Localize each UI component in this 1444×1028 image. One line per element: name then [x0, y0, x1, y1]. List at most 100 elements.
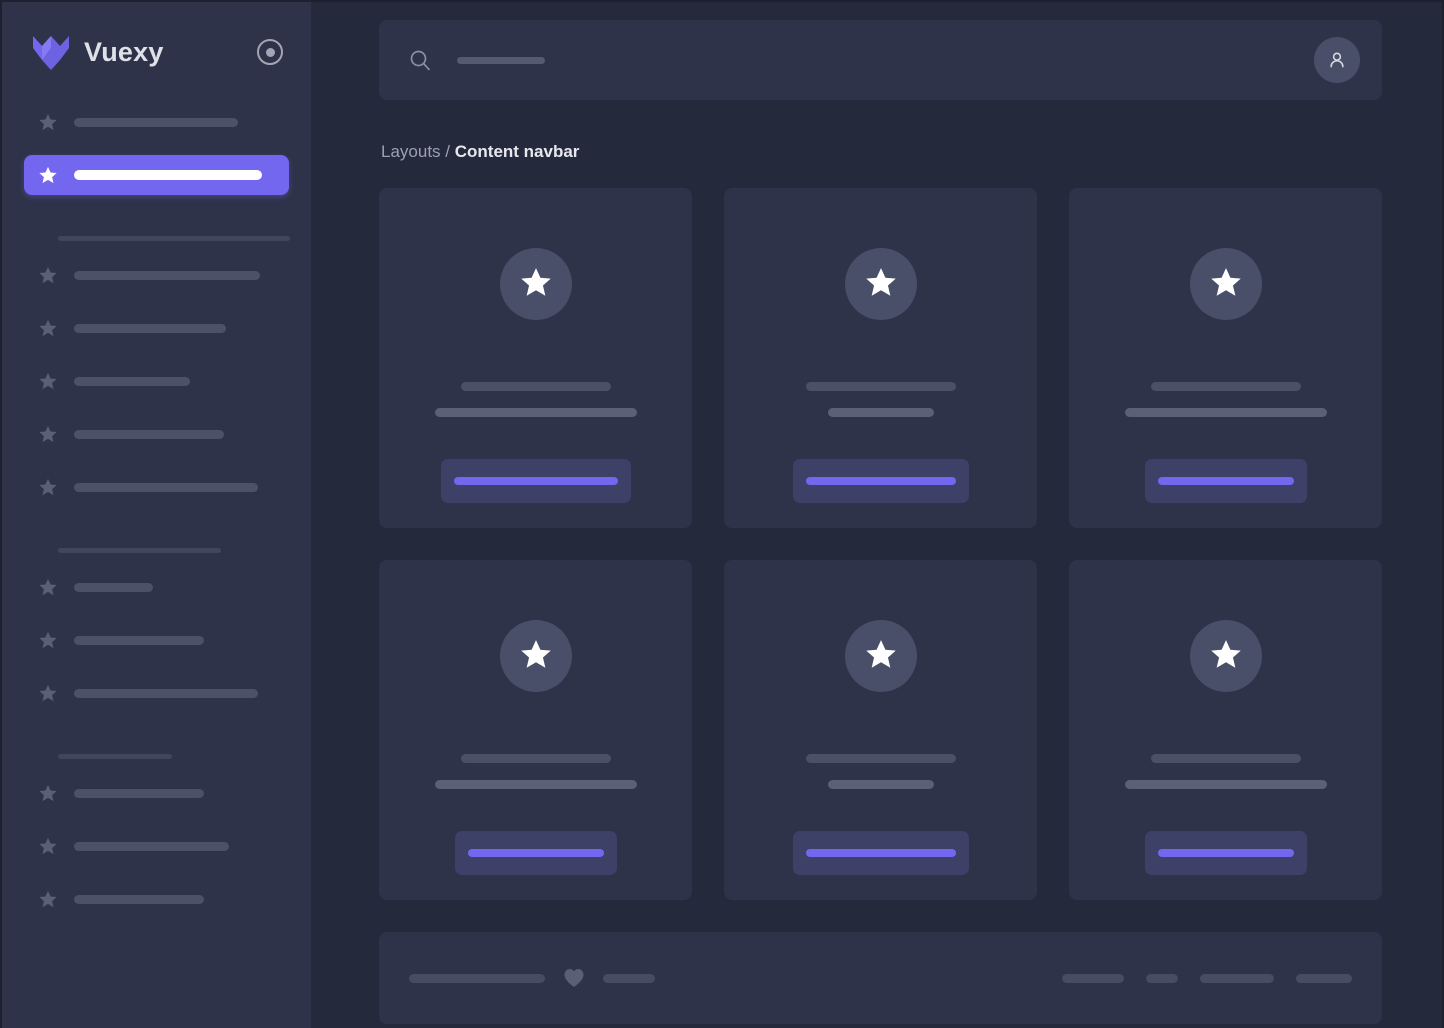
sidebar-item-label [74, 788, 204, 798]
footer-link[interactable] [1296, 973, 1352, 983]
sidebar-item[interactable] [24, 673, 289, 713]
card-subtitle-bar [827, 408, 934, 417]
card-avatar [1189, 620, 1262, 692]
content-card [379, 560, 692, 900]
nav-spacer [24, 520, 289, 548]
sidebar-item[interactable] [24, 361, 289, 401]
card-text-lines [724, 382, 1037, 417]
sidebar-item-label [74, 376, 190, 386]
star-icon [38, 577, 58, 597]
card-avatar [1189, 248, 1262, 320]
sidebar-item[interactable] [24, 255, 289, 295]
content-navbar [379, 20, 1382, 100]
card-subtitle-bar [1124, 408, 1327, 417]
card-action-button-label [467, 849, 604, 857]
sidebar-item[interactable] [24, 620, 289, 660]
sidebar-item-label [74, 841, 229, 851]
card-subtitle-bar [1124, 780, 1327, 789]
card-title-bar [460, 754, 611, 763]
card-action-button-label [1157, 477, 1294, 485]
footer-link[interactable] [1062, 973, 1124, 983]
card-action-button[interactable] [440, 459, 631, 503]
card-avatar [499, 248, 572, 320]
search-placeholder-bar [457, 56, 545, 64]
content-card [379, 188, 692, 528]
main-content: Layouts / Content navbar [311, 2, 1442, 1028]
card-title-bar [805, 754, 956, 763]
card-avatar [844, 620, 917, 692]
search-input[interactable] [409, 49, 1314, 71]
card-text-lines [1069, 382, 1382, 417]
content-card [1069, 188, 1382, 528]
nav-section-divider [58, 548, 221, 553]
sidebar-item-label [74, 117, 238, 127]
sidebar-item[interactable] [24, 308, 289, 348]
avatar[interactable] [1314, 37, 1360, 83]
card-title-bar [1150, 382, 1301, 391]
sidebar-item[interactable] [24, 773, 289, 813]
card-action-button[interactable] [1144, 459, 1307, 503]
star-icon [38, 165, 58, 185]
card-avatar [844, 248, 917, 320]
breadcrumb-parent[interactable]: Layouts / [381, 142, 450, 161]
star-icon [38, 683, 58, 703]
card-action-button[interactable] [792, 459, 969, 503]
sidebar-item[interactable] [24, 826, 289, 866]
user-icon [1330, 52, 1344, 68]
card-subtitle-bar [827, 780, 934, 789]
sidebar-item-active[interactable] [24, 155, 289, 195]
star-icon [38, 783, 58, 803]
breadcrumb: Layouts / Content navbar [381, 142, 1382, 162]
card-text-lines [379, 754, 692, 789]
footer-links [1062, 973, 1352, 983]
card-action-button-label [1157, 849, 1294, 857]
brand[interactable]: Vuexy [32, 34, 257, 70]
heart-icon[interactable] [563, 968, 585, 988]
star-icon [864, 637, 898, 676]
sidebar-item[interactable] [24, 102, 289, 142]
sidebar-item[interactable] [24, 879, 289, 919]
sidebar-header: Vuexy [2, 2, 311, 102]
card-title-bar [1150, 754, 1301, 763]
star-icon [38, 630, 58, 650]
footer-link[interactable] [1146, 973, 1178, 983]
star-icon [38, 112, 58, 132]
footer-bar [379, 932, 1382, 1024]
nav-spacer [24, 208, 289, 236]
card-subtitle-bar [434, 780, 637, 789]
radio-dot-icon[interactable] [257, 39, 283, 65]
sidebar-item[interactable] [24, 567, 289, 607]
radio-dot-inner [265, 47, 275, 57]
card-text-lines [379, 382, 692, 417]
star-icon [1209, 637, 1243, 676]
sidebar-nav [2, 102, 311, 919]
star-icon [519, 265, 553, 304]
sidebar-item-label [74, 323, 226, 333]
card-action-button-label [453, 477, 618, 485]
card-subtitle-bar [434, 408, 637, 417]
footer-link[interactable] [1200, 973, 1274, 983]
star-icon [38, 424, 58, 444]
card-avatar [499, 620, 572, 692]
sidebar: Vuexy [2, 2, 311, 1028]
sidebar-item-label [74, 582, 153, 592]
sidebar-item-label [74, 894, 204, 904]
star-icon [38, 889, 58, 909]
card-action-button[interactable] [792, 831, 969, 875]
sidebar-item[interactable] [24, 467, 289, 507]
card-grid [379, 188, 1382, 900]
vuexy-v-logo-icon [32, 34, 70, 70]
card-action-button[interactable] [454, 831, 617, 875]
card-action-button[interactable] [1144, 831, 1307, 875]
card-title-bar [460, 382, 611, 391]
nav-spacer [24, 553, 289, 567]
sidebar-item[interactable] [24, 414, 289, 454]
sidebar-item-label [74, 635, 204, 645]
sidebar-item-label [74, 429, 224, 439]
content-card [724, 188, 1037, 528]
sidebar-item-label [74, 482, 258, 492]
nav-spacer [24, 759, 289, 773]
star-icon [38, 265, 58, 285]
nav-section-divider [58, 236, 290, 241]
